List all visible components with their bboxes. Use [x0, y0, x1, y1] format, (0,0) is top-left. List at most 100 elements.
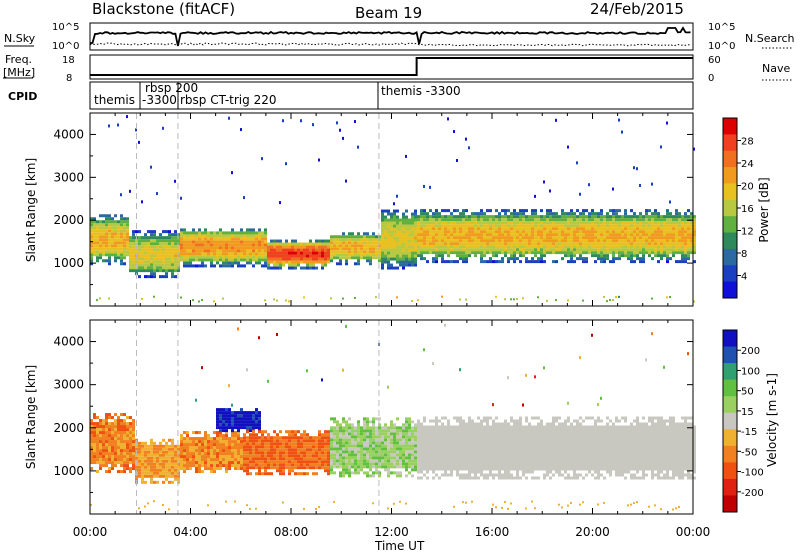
velocity-cell [222, 464, 225, 468]
velocity-cell [90, 419, 93, 423]
power-cell [195, 264, 198, 268]
power-cell [636, 227, 639, 231]
velocity-cell [315, 436, 318, 440]
power-cell [147, 242, 150, 246]
power-cell [420, 257, 423, 261]
velocity-cell [351, 447, 354, 451]
power-cell [489, 251, 492, 255]
power-cell [441, 221, 444, 225]
velocity-cell [378, 429, 381, 433]
power-noise [393, 202, 395, 206]
velocity-cell [426, 428, 429, 432]
power-cell [432, 212, 435, 216]
velocity-cell [204, 452, 207, 456]
velocity-cell [342, 453, 345, 457]
power-cell [675, 233, 678, 237]
power-cell [408, 227, 411, 231]
power-cell [195, 249, 198, 253]
power-cell [645, 218, 648, 222]
velocity-cell [405, 417, 408, 421]
velocity-cell [366, 447, 369, 451]
power-cell [192, 249, 195, 253]
power-cell [366, 259, 369, 263]
power-cell [540, 248, 543, 252]
velocity-cell [147, 456, 150, 460]
power-cell [249, 237, 252, 241]
velocity-cell [384, 450, 387, 454]
power-cell [576, 233, 579, 237]
velocity-cell [99, 446, 102, 450]
velocity-cell [120, 431, 123, 435]
velocity-cell [222, 461, 225, 465]
power-cell [498, 239, 501, 243]
velocity-cell [417, 425, 420, 429]
velocity-cell [435, 452, 438, 456]
power-cell [195, 252, 198, 256]
power-cell [495, 254, 498, 258]
velocity-cell [231, 411, 234, 415]
velocity-cell [255, 433, 258, 437]
power-noise [354, 120, 356, 124]
power-cell [507, 248, 510, 252]
velocity-cell [348, 426, 351, 430]
velocity-cell [243, 451, 246, 455]
power-cell [693, 260, 696, 264]
power-cell [414, 212, 417, 216]
power-cell [312, 248, 315, 252]
power-cell [294, 254, 297, 258]
power-cell [408, 242, 411, 246]
power-noise [300, 119, 302, 123]
velocity-cell [333, 456, 336, 460]
power-cell [402, 245, 405, 249]
velocity-cell [387, 435, 390, 439]
velocity-cell [456, 416, 459, 420]
power-cell [168, 251, 171, 255]
power-cell [105, 232, 108, 236]
power-cell [444, 245, 447, 249]
power-cell [162, 239, 165, 243]
power-cell [576, 218, 579, 222]
power-cell [402, 242, 405, 246]
power-cell [165, 263, 168, 267]
velocity-cell [114, 425, 117, 429]
velocity-cell [315, 442, 318, 446]
power-cell [291, 242, 294, 246]
power-cell [489, 257, 492, 261]
power-cell [471, 221, 474, 225]
velocity-cell [321, 442, 324, 446]
power-cell [246, 243, 249, 247]
velocity-cell [333, 441, 336, 445]
velocity-cell [231, 423, 234, 427]
power-cell [555, 227, 558, 231]
power-cell [90, 229, 93, 233]
velocity-cell [405, 468, 408, 472]
power-cell [243, 258, 246, 262]
power-cell [633, 215, 636, 219]
power-cell [369, 253, 372, 257]
velocity-cell [267, 451, 270, 455]
velocity-cell [93, 455, 96, 459]
power-cell [621, 215, 624, 219]
power-cell [261, 234, 264, 238]
power-cell [408, 251, 411, 255]
power-cell [96, 232, 99, 236]
velocity-cell [252, 423, 255, 427]
power-cell [387, 236, 390, 240]
power-cell [423, 245, 426, 249]
power-cell [165, 260, 168, 264]
power-cell [357, 235, 360, 239]
power-cell [141, 257, 144, 261]
power-cell [525, 227, 528, 231]
velocity-cell [366, 423, 369, 427]
power-cell [402, 236, 405, 240]
power-cell [102, 238, 105, 242]
power-cell [243, 264, 246, 268]
power-cell [513, 209, 516, 213]
power-cell [498, 224, 501, 228]
power-cell [576, 239, 579, 243]
power-cell [642, 254, 645, 258]
velocity-cell [111, 443, 114, 447]
power-cell [687, 227, 690, 231]
velocity-cell [339, 432, 342, 436]
power-cell [453, 233, 456, 237]
